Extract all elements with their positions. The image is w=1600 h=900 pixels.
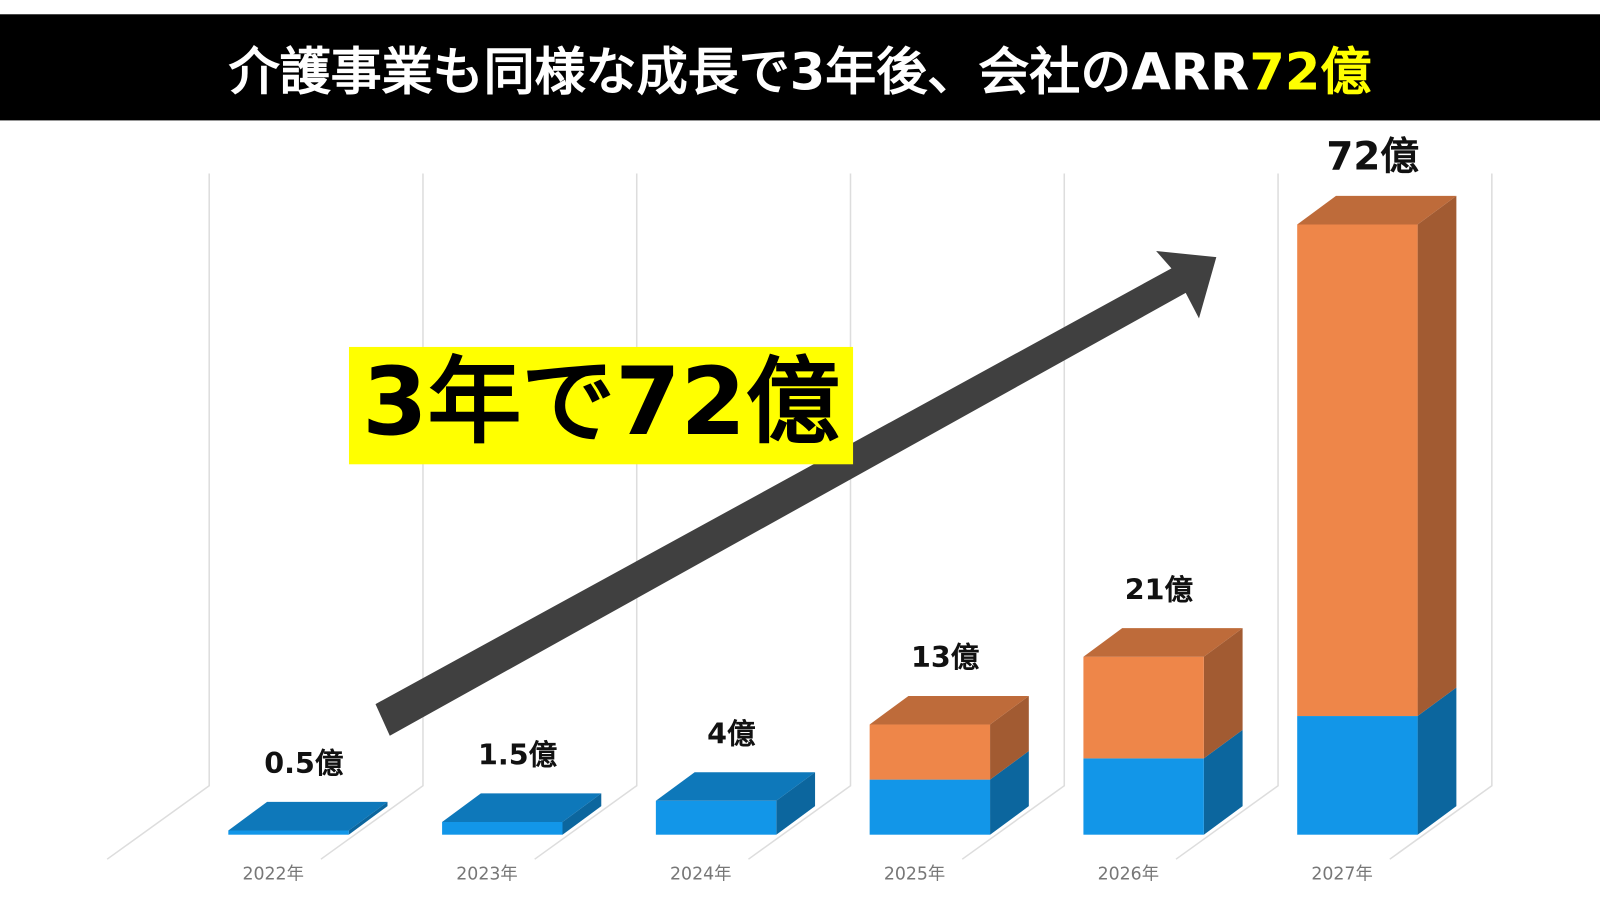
x-tick-label: 2027年: [1311, 864, 1372, 884]
grid-line: [961, 173, 1066, 860]
grid-line: [1175, 173, 1279, 860]
chart-title: 介護事業も同様な成長で3年後、会社のARR72億: [229, 44, 1372, 103]
total-label: 1.5億: [478, 738, 558, 772]
bar-top: [442, 793, 602, 822]
bar: [655, 800, 777, 835]
annotation-box: [348, 346, 854, 465]
bar: [228, 830, 349, 835]
title-highlight: 72億: [1249, 44, 1371, 103]
bars: 0.5億 2022年 1.5億 2023年 4億 2024年 13億 2025年 21億 2026…: [228, 135, 1457, 884]
bar: [1297, 716, 1418, 835]
bar-side: [990, 695, 1029, 780]
total-label: 21億: [1125, 572, 1194, 606]
bar-top: [1297, 195, 1457, 225]
x-tick-label: 2024年: [670, 864, 731, 884]
total-label: 72億: [1326, 135, 1419, 180]
x-tick-label: 2023年: [456, 864, 517, 884]
grid-line: [106, 173, 210, 860]
bar: [1297, 224, 1418, 717]
bar: [1083, 758, 1204, 835]
total-label: 4億: [707, 716, 756, 750]
bar-top: [869, 695, 1029, 725]
bar-side: [348, 801, 388, 835]
bar-top: [1083, 628, 1243, 657]
title-banner: [0, 14, 1600, 121]
bar: [869, 779, 991, 835]
bar-side: [990, 751, 1029, 835]
bar-side: [776, 772, 816, 835]
x-tick-label: 2026年: [1098, 864, 1159, 884]
x-tick-label: 2025年: [884, 864, 945, 884]
bar-side: [1417, 687, 1457, 835]
bar: [442, 821, 563, 835]
trend-arrow: [375, 251, 1217, 736]
grid-line: [1389, 173, 1493, 860]
total-label: 0.5億: [264, 746, 344, 780]
bar: [869, 724, 991, 780]
bar-side: [1203, 628, 1243, 759]
bar-side: [1417, 195, 1457, 717]
bar-side: [562, 793, 602, 835]
x-tick-label: 2022年: [242, 864, 303, 884]
bar-top: [228, 801, 388, 831]
bar-top: [655, 772, 816, 801]
title-text: 介護事業も同様な成長で3年後、会社のARR: [229, 44, 1250, 103]
annotation: 3年で72億: [362, 348, 840, 457]
bar: [1083, 656, 1204, 759]
bar-side: [1203, 729, 1243, 835]
total-label: 13億: [911, 640, 980, 674]
